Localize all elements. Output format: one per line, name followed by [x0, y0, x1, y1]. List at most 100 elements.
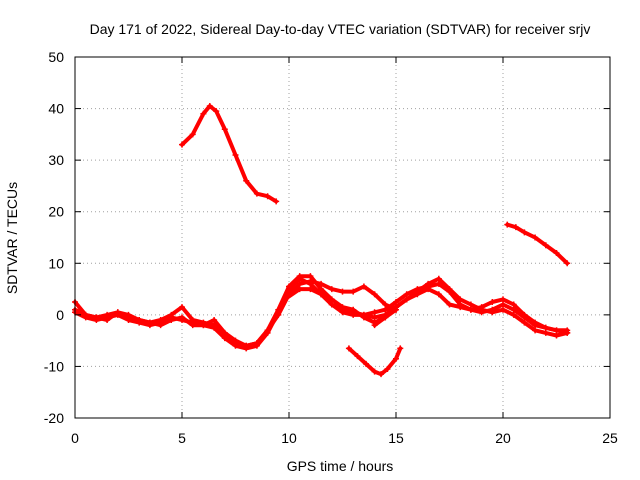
data-point — [211, 324, 218, 331]
data-point — [510, 306, 517, 313]
data-point — [446, 288, 453, 295]
y-tick-label: 0 — [56, 307, 64, 323]
data-point — [318, 291, 325, 298]
y-tick-label: -20 — [44, 410, 64, 426]
data-point — [307, 273, 314, 280]
series-track-f — [382, 280, 571, 336]
data-point — [435, 280, 442, 287]
data-point — [200, 110, 207, 117]
data-point — [82, 311, 89, 318]
data-point — [500, 301, 506, 308]
data-point — [350, 306, 357, 313]
data-point — [318, 286, 325, 293]
data-point — [564, 260, 571, 267]
data-point — [221, 126, 228, 133]
data-point — [510, 301, 517, 308]
data-point — [382, 306, 389, 313]
x-tick-label: 25 — [602, 430, 618, 446]
data-point — [467, 301, 474, 308]
series-group — [72, 102, 571, 378]
x-tick-label: 5 — [178, 430, 186, 446]
series-track-e — [371, 275, 571, 339]
ticks — [74, 56, 611, 419]
data-point — [179, 314, 185, 321]
data-point — [384, 366, 391, 373]
data-point — [354, 353, 361, 360]
data-point — [532, 327, 539, 334]
data-point — [243, 177, 250, 184]
data-point — [339, 288, 346, 295]
data-point — [393, 298, 399, 305]
data-point — [104, 317, 111, 324]
data-point — [345, 345, 352, 352]
data-point — [281, 296, 288, 303]
data-point — [542, 242, 549, 249]
data-point — [350, 288, 357, 295]
series-track-g — [179, 102, 280, 205]
y-axis-label: SDTVAR / TECUs — [4, 182, 20, 294]
data-point — [200, 322, 207, 329]
data-point — [446, 301, 453, 308]
x-tick-labels: 0 5 10 15 20 25 — [71, 430, 618, 446]
data-point — [371, 368, 378, 375]
data-point — [296, 273, 303, 280]
data-point — [286, 283, 292, 290]
data-point — [213, 108, 220, 115]
data-point — [253, 340, 260, 347]
x-tick-label: 10 — [281, 430, 297, 446]
data-point — [136, 317, 143, 324]
data-point — [467, 306, 474, 313]
data-point — [521, 311, 528, 318]
data-point — [489, 298, 496, 305]
data-point — [512, 224, 519, 231]
data-point — [296, 280, 303, 287]
data-point — [243, 342, 250, 349]
series-track-i — [504, 221, 571, 267]
data-point — [500, 296, 506, 303]
y-tick-label: 50 — [48, 49, 64, 65]
data-point — [328, 286, 335, 293]
data-point — [264, 193, 271, 200]
data-point — [371, 322, 378, 329]
y-tick-label: 20 — [48, 204, 64, 220]
data-point — [542, 329, 549, 336]
y-tick-labels: -20 -10 0 10 20 30 40 50 — [44, 49, 64, 426]
y-tick-label: -10 — [44, 358, 64, 374]
data-point — [211, 317, 218, 324]
y-tick-label: 10 — [48, 255, 64, 271]
data-point — [307, 286, 314, 293]
data-point — [378, 371, 385, 378]
data-point — [532, 319, 539, 326]
data-point — [114, 309, 121, 316]
data-point — [478, 304, 485, 311]
data-point — [221, 329, 228, 336]
data-point — [189, 322, 196, 329]
data-point — [414, 286, 421, 293]
series-track-c — [72, 273, 399, 349]
data-point — [425, 283, 432, 290]
series-line — [346, 346, 403, 377]
data-point — [393, 304, 399, 311]
data-point — [532, 234, 539, 241]
data-point — [403, 291, 410, 298]
data-point — [360, 311, 367, 318]
data-point — [232, 342, 239, 349]
data-point — [339, 309, 346, 316]
x-tick-label: 15 — [388, 430, 404, 446]
y-tick-label: 30 — [48, 152, 64, 168]
series-line — [383, 281, 570, 335]
data-point — [350, 311, 357, 318]
data-point — [371, 291, 378, 298]
data-point — [206, 102, 213, 109]
data-point — [489, 309, 496, 316]
data-point — [168, 317, 175, 324]
data-point — [393, 355, 399, 362]
data-point — [296, 286, 303, 293]
chart-title: Day 171 of 2022, Sidereal Day-to-day VTE… — [90, 21, 591, 37]
data-point — [157, 322, 164, 329]
series-track-h — [345, 345, 404, 378]
data-point — [275, 306, 282, 313]
data-point — [146, 319, 153, 326]
